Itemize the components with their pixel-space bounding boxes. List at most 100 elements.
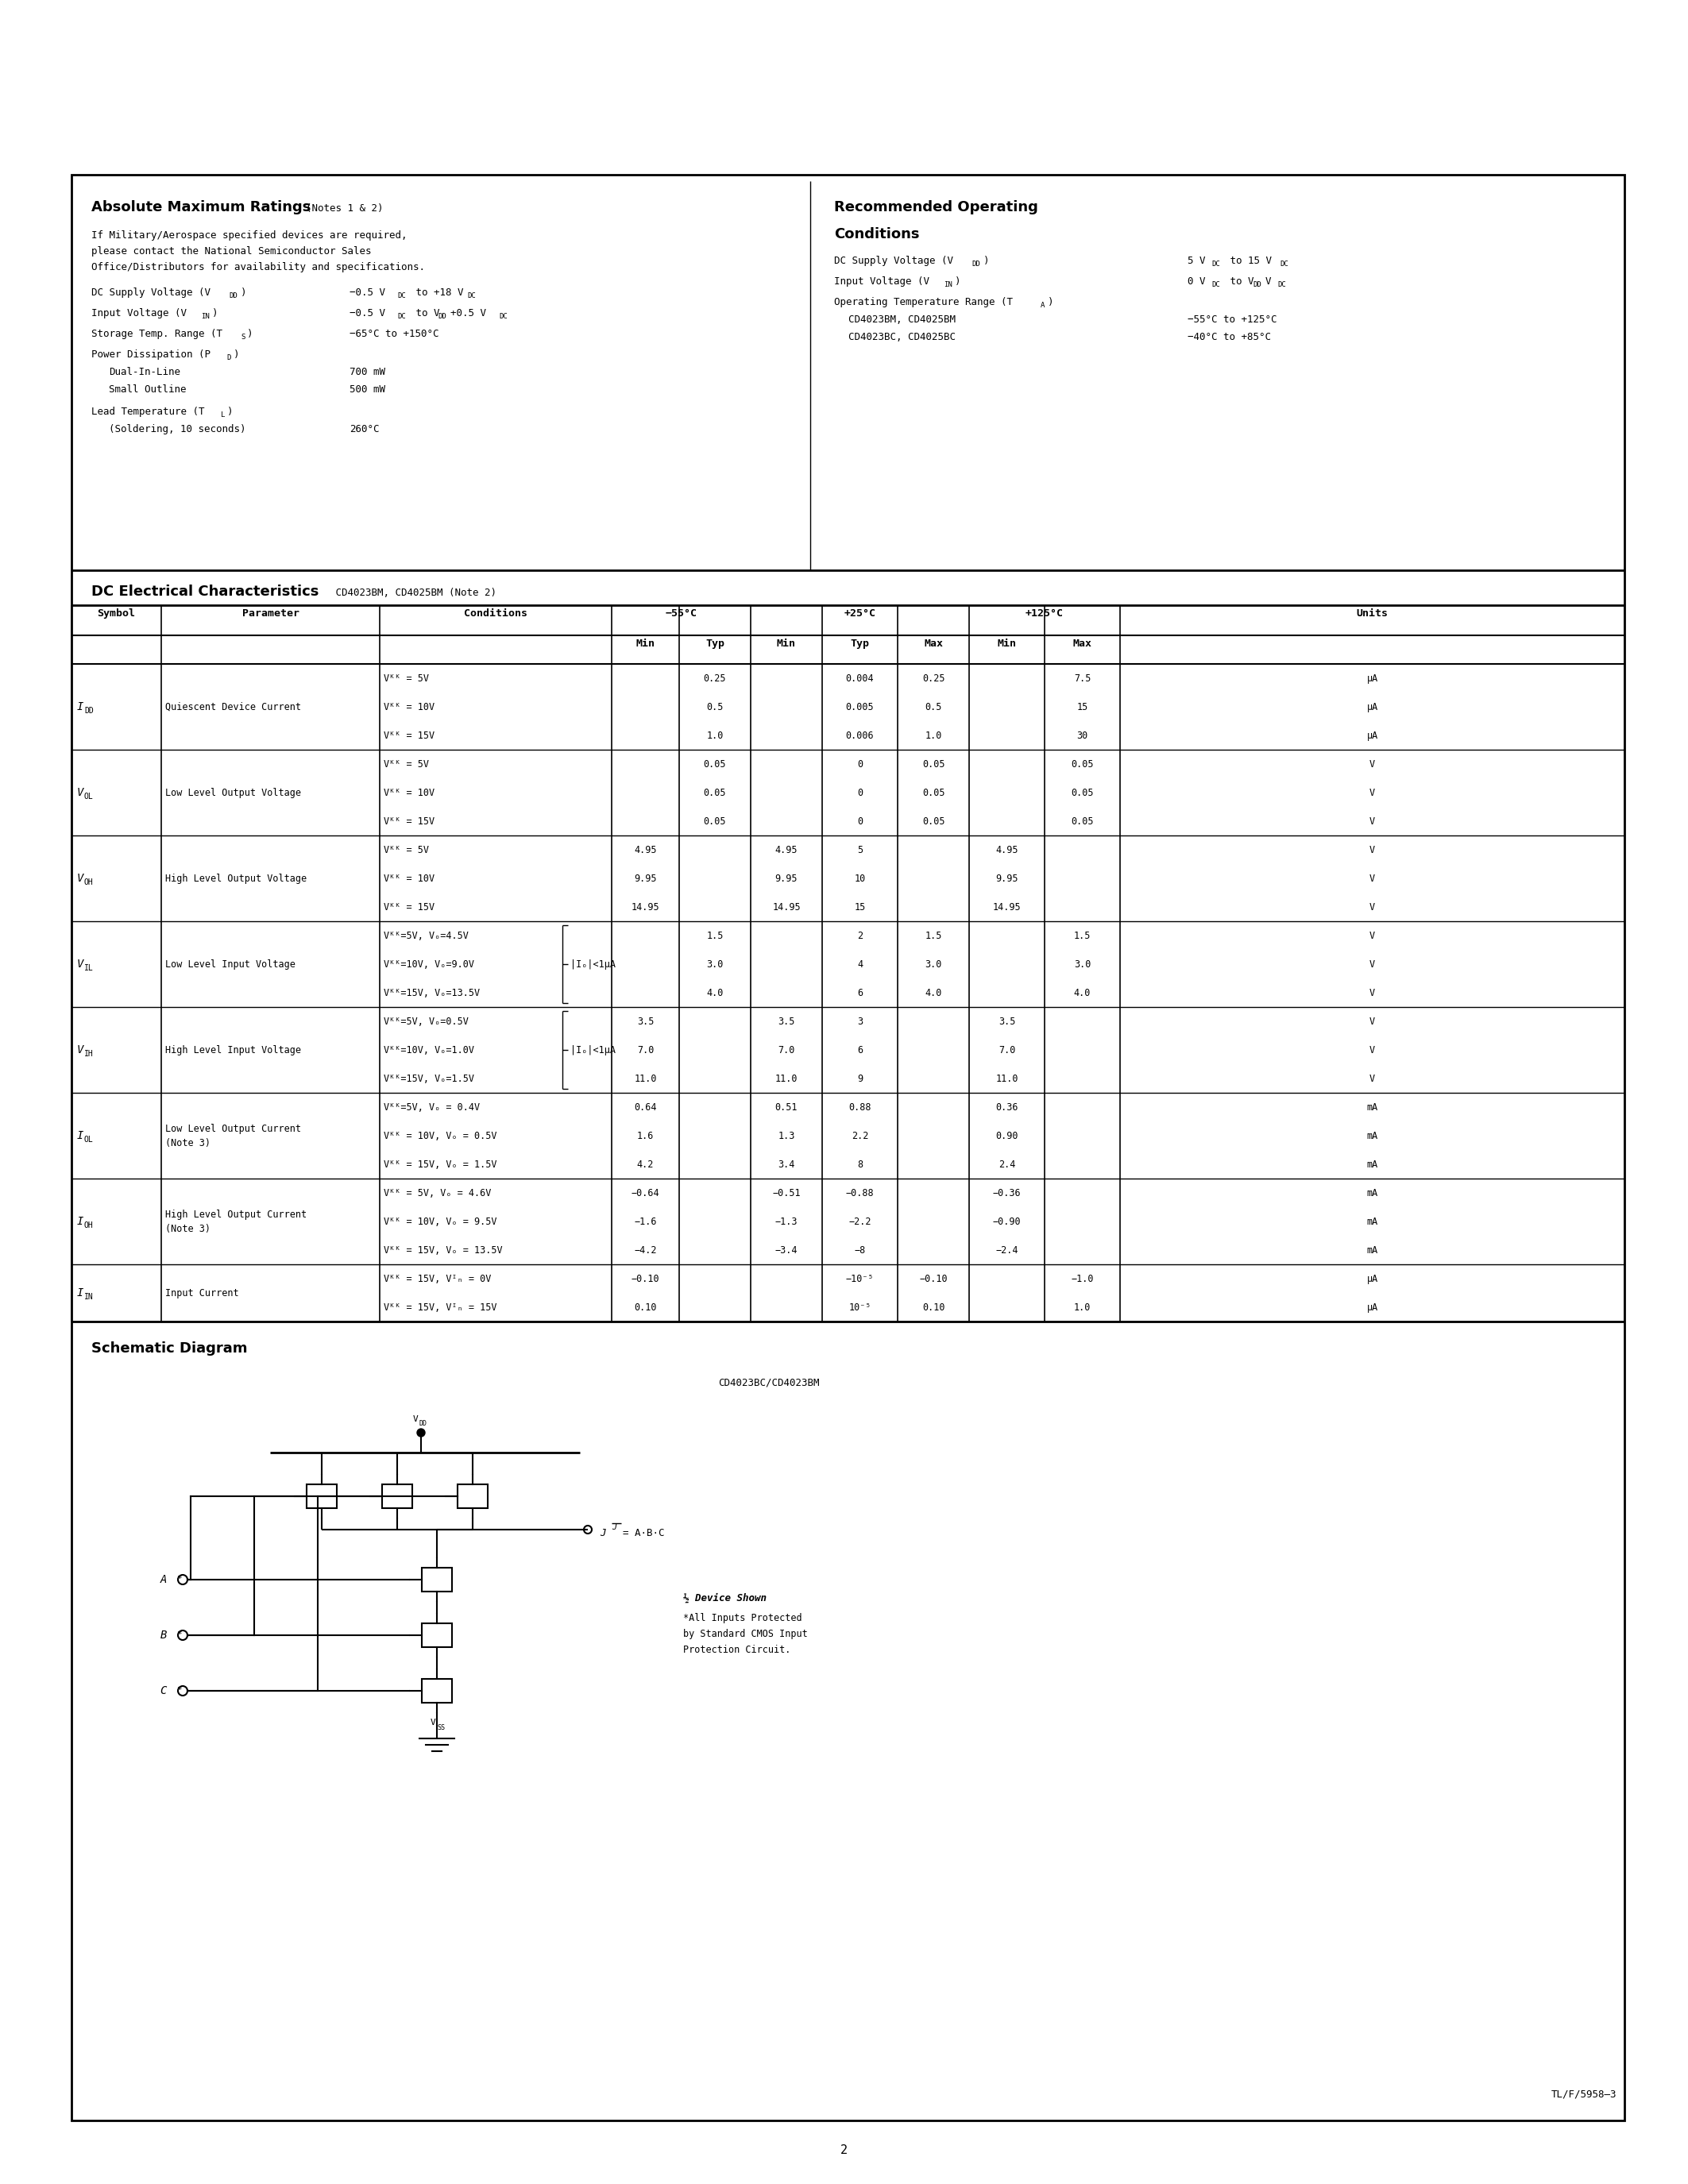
Bar: [422, 1679, 452, 1704]
Text: Vᴷᴷ = 5V, Vₒ = 4.6V: Vᴷᴷ = 5V, Vₒ = 4.6V: [383, 1188, 491, 1199]
Text: 11.0: 11.0: [775, 1072, 798, 1083]
Text: −0.10: −0.10: [920, 1273, 947, 1284]
Text: 0.05: 0.05: [1070, 758, 1094, 769]
Text: 0.05: 0.05: [922, 788, 945, 797]
Text: Vᴷᴷ = 10V, Vₒ = 0.5V: Vᴷᴷ = 10V, Vₒ = 0.5V: [383, 1131, 496, 1140]
Text: V: V: [1369, 1016, 1376, 1026]
Text: Units: Units: [1357, 609, 1388, 618]
Text: *: *: [176, 1575, 182, 1583]
Text: DD: DD: [230, 293, 238, 299]
Text: Vᴷᴷ = 15V, Vᴵₙ = 15V: Vᴷᴷ = 15V, Vᴵₙ = 15V: [383, 1302, 496, 1313]
Text: 15: 15: [854, 902, 866, 913]
Text: −0.90: −0.90: [993, 1216, 1021, 1227]
Text: V: V: [1369, 902, 1376, 913]
Text: B: B: [160, 1629, 167, 1640]
Bar: [381, 1485, 412, 1509]
Text: IN: IN: [84, 1293, 93, 1302]
Text: 3.0: 3.0: [1074, 959, 1090, 970]
Text: OL: OL: [84, 1136, 93, 1144]
Text: 0.5: 0.5: [925, 701, 942, 712]
Text: 0.05: 0.05: [922, 817, 945, 826]
Text: 15: 15: [1077, 701, 1089, 712]
Text: ): ): [246, 330, 253, 339]
Text: 3.5: 3.5: [778, 1016, 795, 1026]
Text: Vᴷᴷ = 15V: Vᴷᴷ = 15V: [383, 817, 434, 826]
Text: −10⁻⁵: −10⁻⁵: [846, 1273, 874, 1284]
Text: I: I: [78, 1129, 84, 1142]
Text: 0 V: 0 V: [1188, 277, 1205, 286]
Text: mA: mA: [1367, 1103, 1377, 1112]
Text: A: A: [160, 1575, 167, 1586]
Text: Vᴷᴷ=10V, Vₒ=9.0V: Vᴷᴷ=10V, Vₒ=9.0V: [383, 959, 474, 970]
Text: 7.0: 7.0: [778, 1044, 795, 1055]
Text: −2.2: −2.2: [849, 1216, 871, 1227]
Text: High Level Input Voltage: High Level Input Voltage: [165, 1044, 300, 1055]
Text: 14.95: 14.95: [773, 902, 800, 913]
Text: −65°C to +150°C: −65°C to +150°C: [349, 330, 439, 339]
Text: DC Supply Voltage (V: DC Supply Voltage (V: [834, 256, 954, 266]
Text: Low Level Input Voltage: Low Level Input Voltage: [165, 959, 295, 970]
Text: Conditions: Conditions: [834, 227, 920, 242]
Text: 7.0: 7.0: [636, 1044, 653, 1055]
Text: L: L: [221, 411, 225, 419]
Text: −1.6: −1.6: [635, 1216, 657, 1227]
Text: I: I: [78, 1216, 84, 1227]
Text: ): ): [955, 277, 960, 286]
Text: 3.4: 3.4: [778, 1160, 795, 1168]
Text: 9.95: 9.95: [635, 874, 657, 885]
Text: 3.5: 3.5: [998, 1016, 1016, 1026]
Text: V: V: [1266, 277, 1271, 286]
Text: 3.0: 3.0: [707, 959, 724, 970]
Text: IN: IN: [201, 312, 209, 321]
Text: CD4023BM, CD4025BM: CD4023BM, CD4025BM: [849, 314, 955, 325]
Text: DD: DD: [972, 260, 981, 269]
Text: (Notes 1 & 2): (Notes 1 & 2): [306, 203, 383, 214]
Text: DC: DC: [1278, 282, 1286, 288]
Circle shape: [417, 1428, 425, 1437]
Text: please contact the National Semiconductor Sales: please contact the National Semiconducto…: [91, 247, 371, 256]
Text: 4: 4: [858, 959, 863, 970]
Text: Office/Distributors for availability and specifications.: Office/Distributors for availability and…: [91, 262, 425, 273]
Text: 9.95: 9.95: [775, 874, 798, 885]
Text: 4.0: 4.0: [707, 987, 724, 998]
Text: Max: Max: [1074, 638, 1092, 649]
Text: 0.05: 0.05: [704, 788, 726, 797]
Text: DC Electrical Characteristics: DC Electrical Characteristics: [91, 585, 319, 598]
Text: 5: 5: [858, 845, 863, 854]
Text: mA: mA: [1367, 1160, 1377, 1168]
Text: −0.88: −0.88: [846, 1188, 874, 1199]
Text: 4.0: 4.0: [1074, 987, 1090, 998]
Text: 10: 10: [854, 874, 866, 885]
Text: 30: 30: [1077, 729, 1089, 740]
Text: Vᴷᴷ = 15V, Vₒ = 1.5V: Vᴷᴷ = 15V, Vₒ = 1.5V: [383, 1160, 496, 1168]
Text: 2.4: 2.4: [998, 1160, 1016, 1168]
Text: 6: 6: [858, 987, 863, 998]
Text: J: J: [599, 1527, 606, 1538]
Text: A: A: [1040, 301, 1045, 308]
Text: Small Outline: Small Outline: [108, 384, 186, 395]
Text: OH: OH: [84, 878, 93, 887]
Text: 0.10: 0.10: [922, 1302, 945, 1313]
Text: 0.51: 0.51: [775, 1103, 798, 1112]
Text: −2.4: −2.4: [996, 1245, 1018, 1256]
Text: 14.95: 14.95: [631, 902, 660, 913]
Text: IH: IH: [84, 1051, 93, 1057]
Text: μA: μA: [1367, 701, 1377, 712]
Text: DC: DC: [397, 312, 405, 321]
Text: 0.25: 0.25: [704, 673, 726, 684]
Text: 0.05: 0.05: [704, 817, 726, 826]
Text: +125°C: +125°C: [1026, 609, 1063, 618]
Text: 11.0: 11.0: [996, 1072, 1018, 1083]
Text: V: V: [1369, 817, 1376, 826]
Text: +0.5 V: +0.5 V: [451, 308, 486, 319]
Text: DC: DC: [1280, 260, 1288, 269]
Text: 1.6: 1.6: [636, 1131, 653, 1140]
Text: −0.5 V: −0.5 V: [349, 288, 385, 297]
Text: = A·B·C: = A·B·C: [623, 1527, 665, 1538]
Text: (Soldering, 10 seconds): (Soldering, 10 seconds): [108, 424, 246, 435]
Text: Vᴷᴷ = 15V: Vᴷᴷ = 15V: [383, 902, 434, 913]
Text: −1.3: −1.3: [775, 1216, 798, 1227]
Text: Vᴷᴷ=5V, Vₒ=4.5V: Vᴷᴷ=5V, Vₒ=4.5V: [383, 930, 469, 941]
Bar: [457, 1485, 488, 1509]
Text: DD: DD: [84, 708, 93, 714]
